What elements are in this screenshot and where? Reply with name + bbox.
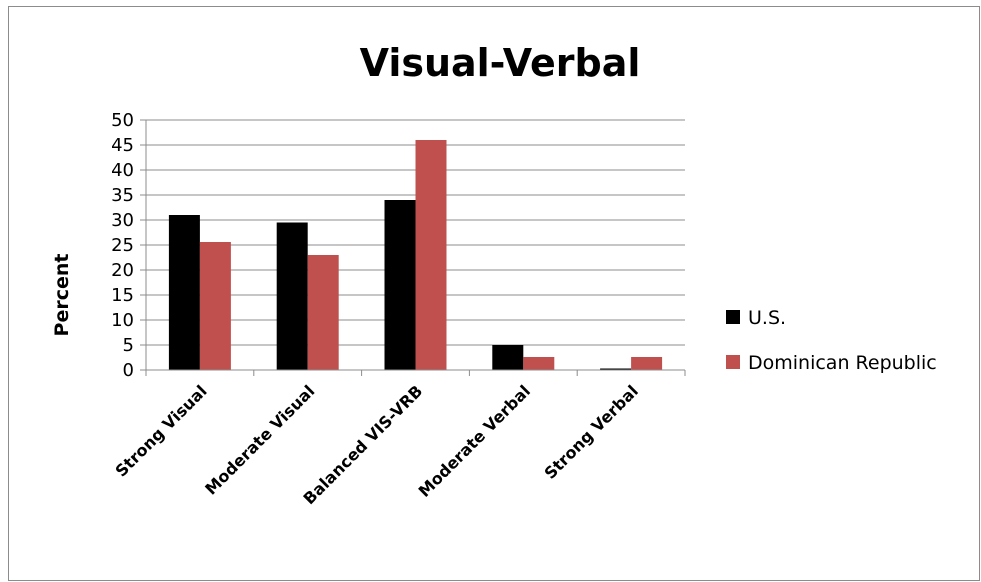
x-tick-label: Moderate Visual [201, 381, 318, 498]
bar [631, 357, 663, 370]
legend-swatch [726, 310, 740, 324]
y-axis-label: Percent [51, 254, 73, 337]
y-tick-label: 15 [111, 285, 134, 306]
y-tick-label: 30 [111, 210, 134, 231]
bar [415, 140, 447, 370]
y-tick-label: 0 [123, 360, 134, 381]
legend: U.S. Dominican Republic [726, 307, 937, 374]
y-tick-label: 35 [111, 185, 134, 206]
bar [199, 242, 231, 370]
bar [384, 200, 416, 370]
legend-swatch [726, 355, 740, 369]
bar [492, 345, 524, 370]
bar [168, 215, 200, 370]
bar [523, 357, 555, 370]
legend-label: U.S. [748, 307, 786, 329]
y-tick-label: 50 [111, 110, 134, 131]
y-tick-labels: 0 5 10 15 20 25 30 35 40 45 50 [111, 110, 134, 381]
legend-label: Dominican Republic [748, 352, 937, 374]
x-tick-label: Moderate Verbal [415, 381, 534, 500]
y-tick-label: 10 [111, 310, 134, 331]
x-tick-label: Strong Verbal [540, 381, 641, 482]
y-tick-label: 40 [111, 160, 134, 181]
chart-title: Visual-Verbal [360, 41, 641, 85]
bar [276, 222, 308, 370]
x-tick-label: Balanced VIS-VRB [300, 381, 427, 508]
y-tick-label: 5 [123, 335, 134, 356]
bars [168, 140, 663, 370]
y-tick-label: 20 [111, 260, 134, 281]
y-tick-label: 25 [111, 235, 134, 256]
axes [145, 120, 686, 376]
bar [600, 368, 632, 370]
x-tick-label: Strong Visual [112, 381, 211, 480]
y-tick-label: 45 [111, 135, 134, 156]
bar [307, 255, 339, 370]
